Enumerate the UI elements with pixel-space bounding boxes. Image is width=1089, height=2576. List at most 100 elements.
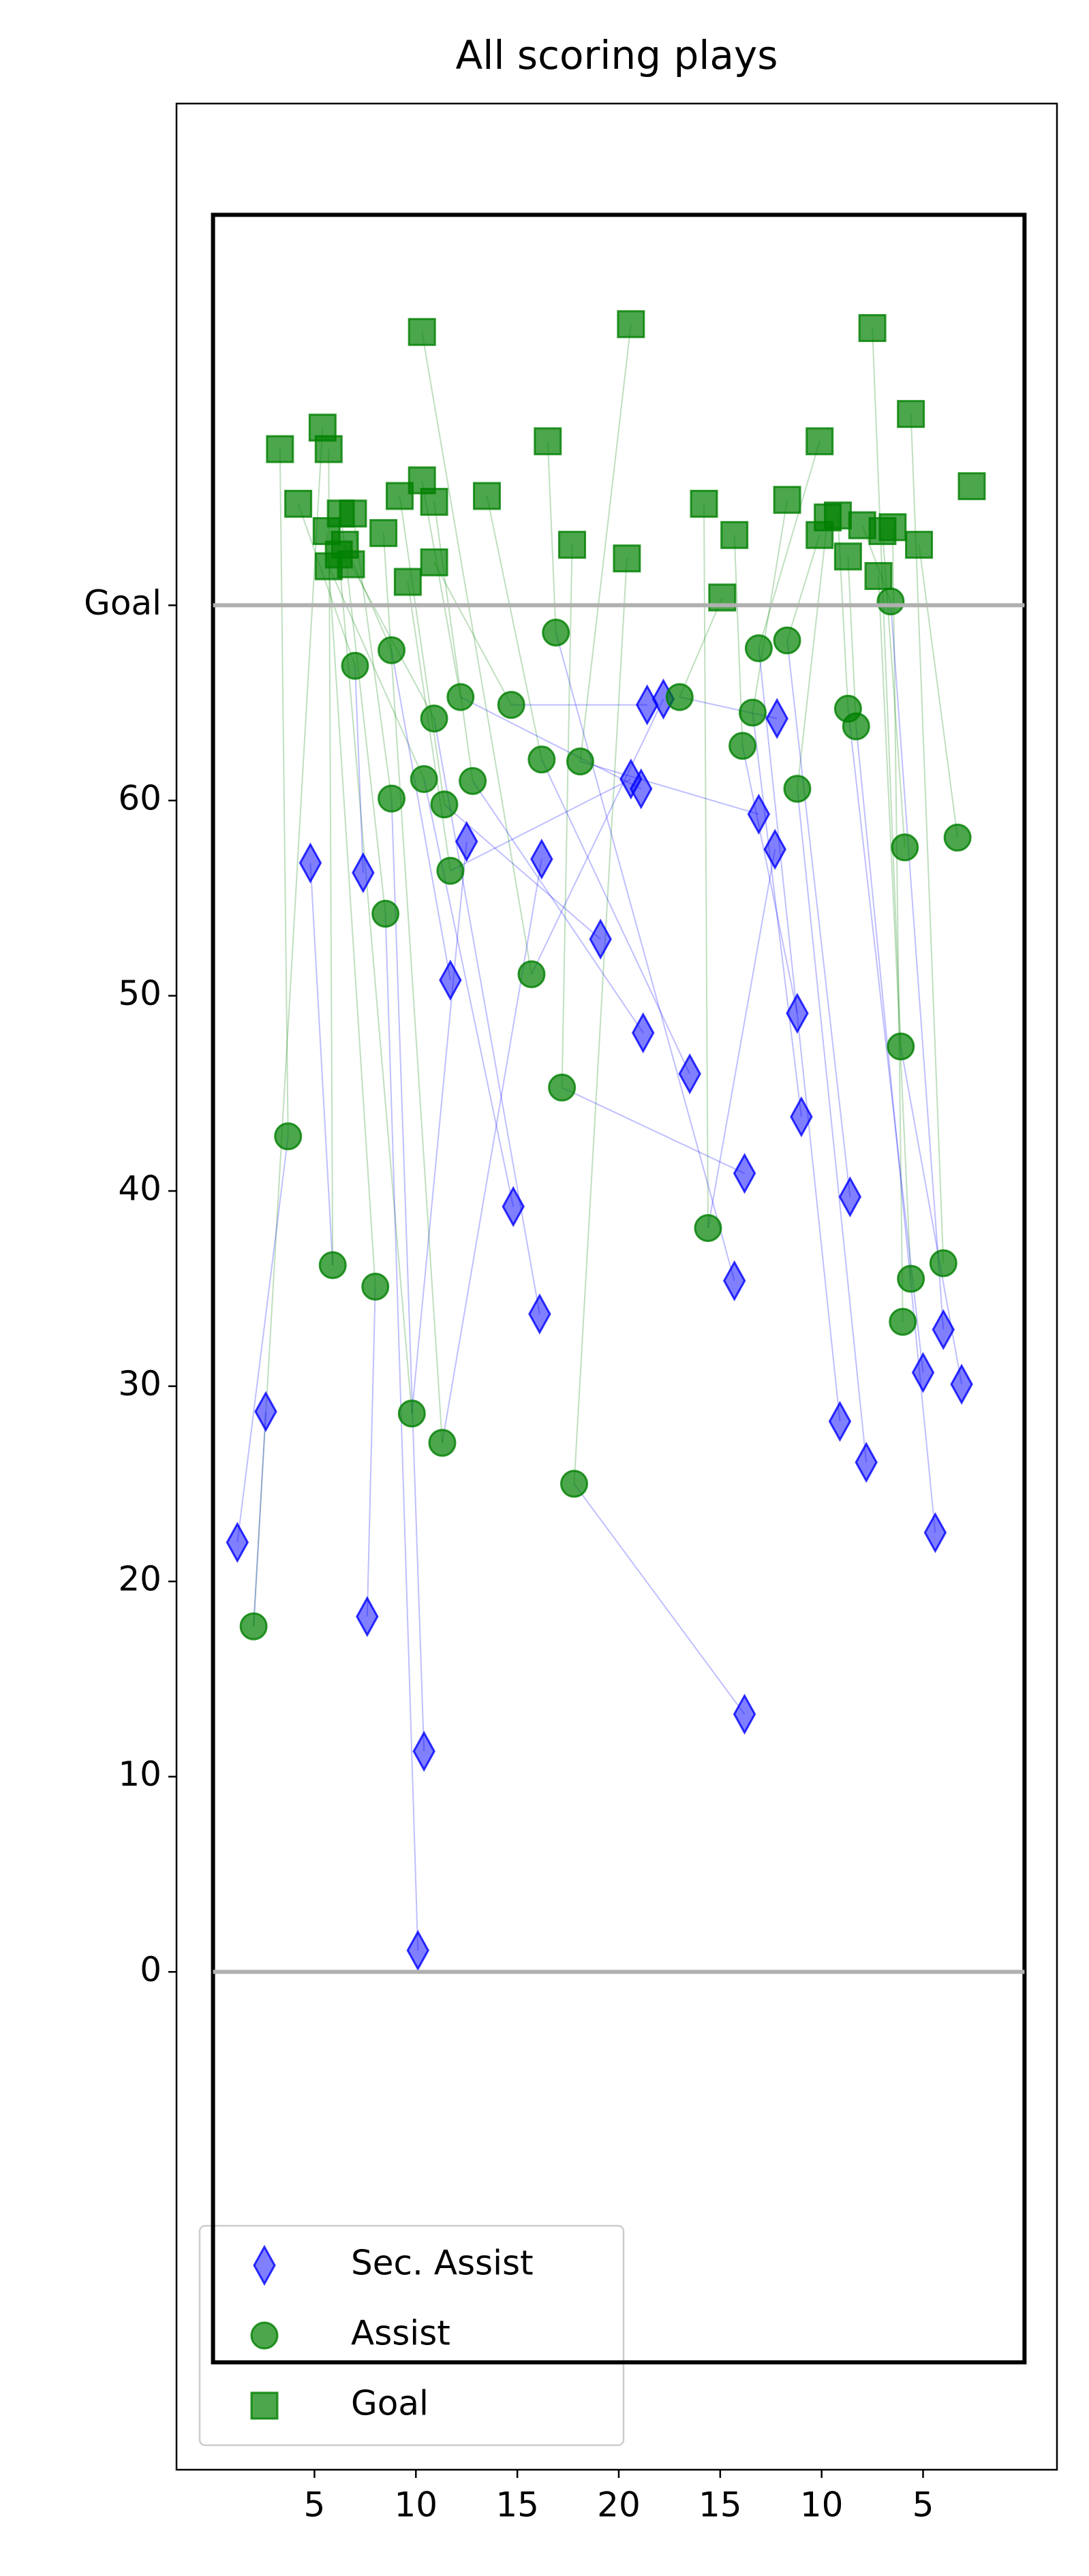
play-link bbox=[450, 778, 632, 872]
play-link bbox=[338, 554, 413, 1414]
play-link bbox=[472, 780, 644, 1034]
play-link bbox=[847, 709, 924, 1373]
legend: Sec. Assist Assist Goal bbox=[198, 2224, 625, 2447]
assist-marker bbox=[318, 1251, 347, 1279]
goal-marker bbox=[420, 488, 448, 516]
points bbox=[226, 310, 986, 1971]
goal-marker bbox=[957, 472, 986, 501]
sec-assist-marker bbox=[356, 1596, 379, 1637]
y-tick-label: 40 bbox=[118, 1169, 162, 1209]
play-link bbox=[918, 544, 959, 838]
play-link bbox=[236, 1136, 289, 1543]
play-link bbox=[741, 745, 798, 1014]
assist-marker bbox=[361, 1273, 390, 1301]
sec-assist-marker bbox=[502, 1185, 525, 1228]
play-link bbox=[579, 324, 632, 762]
play-link bbox=[679, 597, 723, 698]
assist-marker bbox=[378, 784, 406, 813]
sec-assist-marker bbox=[855, 1442, 878, 1483]
play-link bbox=[421, 480, 461, 698]
assist-marker bbox=[274, 1122, 303, 1151]
goal-marker bbox=[337, 550, 365, 578]
sec-assist-marker bbox=[253, 2244, 276, 2286]
assist-marker bbox=[744, 634, 773, 662]
legend-label: Assist bbox=[351, 2314, 450, 2353]
play-link bbox=[297, 503, 356, 666]
sec-assist-marker bbox=[747, 793, 771, 835]
sec-assist-marker bbox=[631, 1012, 655, 1054]
axes-frame bbox=[175, 102, 1058, 2471]
chart-title: All scoring plays bbox=[456, 32, 778, 78]
sec-assist-marker bbox=[923, 1512, 947, 1553]
goal-marker bbox=[314, 435, 343, 463]
goal-marker bbox=[878, 513, 907, 542]
goal-marker bbox=[393, 568, 422, 596]
sec-assist-marker bbox=[911, 1352, 935, 1393]
play-link bbox=[441, 858, 542, 1443]
goal-marker bbox=[250, 2391, 279, 2420]
play-link bbox=[758, 648, 841, 1422]
play-link bbox=[326, 531, 376, 1287]
x-tick-label: 10 bbox=[800, 2485, 844, 2525]
sec-assist-marker bbox=[678, 1053, 701, 1095]
assist-marker bbox=[497, 691, 525, 719]
play-link bbox=[399, 495, 445, 805]
assist-marker bbox=[728, 732, 757, 760]
goal-marker bbox=[613, 544, 641, 573]
goal-marker bbox=[864, 561, 893, 590]
goal-marker bbox=[408, 317, 436, 346]
play-link bbox=[752, 712, 802, 1117]
sec-assist-marker bbox=[722, 1260, 746, 1301]
y-tick-label: 20 bbox=[118, 1559, 162, 1599]
legend-label: Sec. Assist bbox=[351, 2244, 534, 2283]
x-tick-label: 20 bbox=[597, 2485, 641, 2525]
assist-marker bbox=[548, 1073, 577, 1102]
play-link bbox=[328, 449, 334, 1265]
x-tick-label: 15 bbox=[495, 2485, 539, 2525]
play-link bbox=[573, 1483, 746, 1715]
assist-marker bbox=[891, 833, 919, 862]
sec-assist-marker bbox=[630, 768, 653, 809]
goal-marker bbox=[558, 531, 587, 559]
play-link bbox=[309, 863, 334, 1266]
play-link bbox=[340, 513, 386, 914]
play-link bbox=[573, 558, 628, 1484]
sec-assist-marker bbox=[786, 993, 809, 1034]
assist-marker bbox=[410, 764, 438, 793]
y-tick-label: 50 bbox=[118, 974, 162, 1013]
sec-assist-marker bbox=[226, 1521, 249, 1563]
sec-assist-marker bbox=[528, 1293, 551, 1335]
assist-marker bbox=[371, 899, 400, 928]
play-link bbox=[253, 1411, 266, 1627]
sec-assist-marker bbox=[254, 1391, 277, 1432]
play-link bbox=[433, 561, 512, 706]
assist-marker bbox=[887, 1032, 915, 1061]
play-link bbox=[786, 534, 820, 641]
x-tick-label: 5 bbox=[304, 2485, 326, 2525]
play-link bbox=[786, 640, 851, 1197]
goal-marker bbox=[833, 542, 862, 571]
play-link bbox=[433, 501, 474, 781]
x-tick-label: 5 bbox=[912, 2485, 934, 2525]
play-link bbox=[703, 503, 709, 1228]
play-link bbox=[421, 332, 532, 975]
goal-marker bbox=[369, 518, 398, 547]
sec-assist-marker bbox=[828, 1401, 852, 1442]
play-link bbox=[354, 666, 364, 873]
assist-marker bbox=[459, 766, 487, 795]
sec-assist-marker bbox=[439, 959, 462, 1001]
sec-assist-marker bbox=[733, 1693, 756, 1735]
rink bbox=[211, 213, 1027, 2365]
play-link bbox=[279, 449, 289, 1136]
links bbox=[236, 324, 963, 1951]
goal-marker bbox=[690, 489, 718, 518]
assist-marker bbox=[542, 619, 570, 647]
assist-marker bbox=[378, 636, 406, 664]
play-link bbox=[758, 441, 820, 649]
y-tick-label: Goal bbox=[84, 583, 162, 623]
y-tick-label: 10 bbox=[118, 1754, 162, 1794]
play-link bbox=[872, 328, 902, 1047]
play-link bbox=[891, 527, 904, 1322]
